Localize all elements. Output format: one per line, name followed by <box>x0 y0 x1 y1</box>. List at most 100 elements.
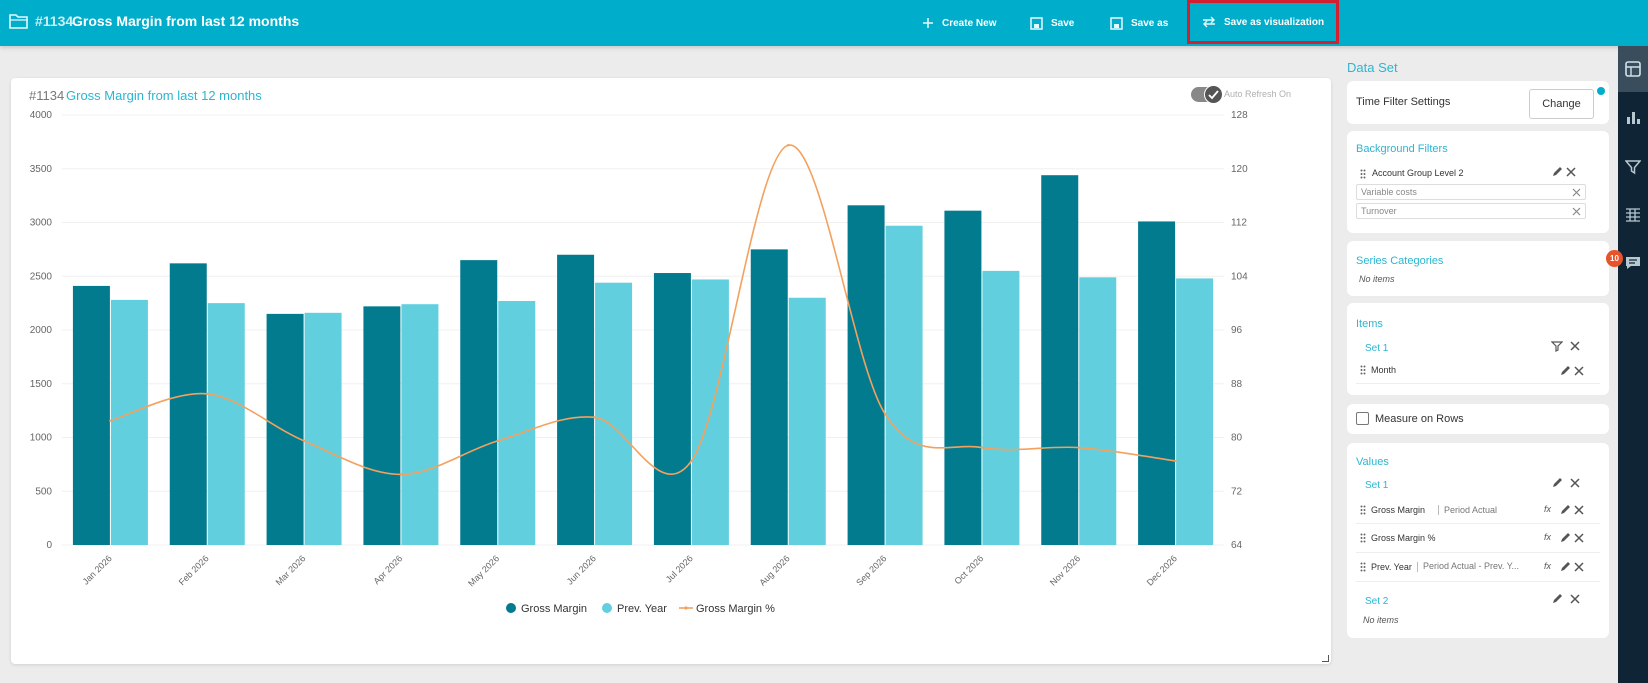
x-axis-tick-label: Dec 2026 <box>1145 553 1179 587</box>
plus-icon <box>923 18 933 28</box>
remove-chip-icon[interactable] <box>1572 188 1581 197</box>
y2-axis-tick-label: 88 <box>1231 379 1243 390</box>
auto-refresh-toggle[interactable] <box>1191 85 1223 104</box>
legend-marker <box>602 603 612 613</box>
x-axis-tick-label: Jul 2026 <box>664 553 695 584</box>
close-icon[interactable] <box>1569 477 1581 489</box>
x-axis-tick-label: May 2026 <box>466 553 501 588</box>
filter-tab[interactable] <box>1618 144 1648 190</box>
report-title: Gross Margin from last 12 months <box>72 13 300 29</box>
x-axis-tick-label: Sep 2026 <box>854 553 888 587</box>
formula-icon[interactable]: fx <box>1544 532 1552 542</box>
line-point <box>1174 459 1177 463</box>
close-icon[interactable] <box>1573 532 1585 544</box>
y-axis-tick-label: 3500 <box>30 164 53 175</box>
save-button[interactable]: Save <box>1030 0 1074 46</box>
background-filters-title: Background Filters <box>1356 143 1448 155</box>
chart-number: #1134 <box>29 88 65 103</box>
check-icon <box>1208 90 1219 100</box>
bar-gross-margin <box>460 260 498 545</box>
y2-axis-tick-label: 120 <box>1231 164 1248 175</box>
legend-label: Gross Margin <box>521 603 587 615</box>
y-axis-tick-label: 0 <box>46 540 52 551</box>
resize-handle[interactable] <box>1322 655 1329 662</box>
line-point <box>302 439 306 443</box>
toggle-knob <box>1204 85 1223 104</box>
y2-axis-tick-label: 128 <box>1231 110 1248 121</box>
bar-gross-margin <box>653 273 691 545</box>
filter-icon[interactable] <box>1551 340 1563 352</box>
swap-arrows-icon <box>1203 16 1215 28</box>
chip-label: Turnover <box>1361 206 1397 216</box>
close-icon[interactable] <box>1573 504 1585 516</box>
panel-title: Data Set <box>1347 60 1398 75</box>
legend-marker <box>506 603 516 613</box>
comments-tab[interactable] <box>1618 240 1648 286</box>
combo-chart: 0 500 1000 1500 2000 2500 3000 3500 4000 64 72 80 88… <box>30 110 1248 615</box>
value-separator <box>1417 562 1418 572</box>
bar-prev-year <box>304 312 342 545</box>
line-point <box>980 446 984 449</box>
edit-icon[interactable] <box>1551 166 1563 178</box>
drag-handle-icon[interactable] <box>1360 533 1366 543</box>
close-icon[interactable] <box>1565 166 1577 178</box>
table-tab[interactable] <box>1618 192 1648 238</box>
items-field-label: Month <box>1371 365 1397 375</box>
value-separator <box>1438 505 1439 515</box>
close-icon[interactable] <box>1569 340 1581 352</box>
close-icon[interactable] <box>1573 561 1585 573</box>
save-as-visualization-button[interactable]: Save as visualization <box>1187 0 1340 44</box>
background-filters-card: Background Filters Account Group Level 2… <box>1347 131 1609 233</box>
edit-icon[interactable] <box>1551 477 1563 489</box>
bar-prev-year <box>498 300 536 545</box>
series-categories-card: Series Categories No items <box>1347 241 1609 296</box>
bar-gross-margin <box>72 285 110 545</box>
save-as-icon <box>1110 16 1123 30</box>
bar-prev-year <box>1176 278 1214 545</box>
remove-chip-icon[interactable] <box>1572 207 1581 216</box>
chart-tab[interactable] <box>1618 94 1648 140</box>
formula-icon[interactable]: fx <box>1544 561 1552 571</box>
edit-icon[interactable] <box>1559 532 1571 544</box>
save-label: Save <box>1051 17 1075 29</box>
dataset-tab[interactable] <box>1618 46 1648 92</box>
edit-icon[interactable] <box>1559 504 1571 516</box>
values-card: Values Set 1 Gross Margin Period Actual … <box>1347 443 1609 638</box>
folder-icon[interactable] <box>9 12 29 30</box>
filter-field-label: Account Group Level 2 <box>1372 168 1464 178</box>
drag-handle-icon[interactable] <box>1360 505 1366 515</box>
divider <box>1356 523 1600 524</box>
bar-prev-year <box>1079 277 1117 545</box>
x-axis-tick-label: Apr 2026 <box>371 553 404 586</box>
comment-icon <box>1626 257 1640 269</box>
divider <box>1356 383 1600 384</box>
y-axis-tick-label: 2500 <box>30 271 53 282</box>
measure-on-rows-checkbox[interactable] <box>1356 412 1369 425</box>
line-point <box>787 144 790 147</box>
bar-gross-margin <box>266 313 304 545</box>
right-sidebar <box>1618 46 1648 683</box>
drag-handle-icon[interactable] <box>1360 169 1366 179</box>
close-icon[interactable] <box>1573 365 1585 377</box>
save-icon <box>1030 16 1043 30</box>
bar-prev-year <box>207 303 245 545</box>
x-axis-tick-label: Jan 2026 <box>81 553 114 586</box>
x-axis-tick-label: Nov 2026 <box>1048 553 1082 587</box>
line-point <box>206 392 209 396</box>
create-new-button[interactable]: Create New <box>922 0 996 46</box>
table-icon <box>1626 208 1640 222</box>
drag-handle-icon[interactable] <box>1360 365 1366 375</box>
bar-gross-margin <box>847 205 885 546</box>
line-point <box>399 473 403 476</box>
edit-icon[interactable] <box>1559 365 1571 377</box>
edit-icon[interactable] <box>1559 561 1571 573</box>
drag-handle-icon[interactable] <box>1360 562 1366 572</box>
close-icon[interactable] <box>1569 593 1581 605</box>
edit-icon[interactable] <box>1551 593 1563 605</box>
bar-gross-margin <box>557 254 595 545</box>
line-point <box>109 419 112 422</box>
save-as-button[interactable]: Save as <box>1110 0 1168 46</box>
formula-icon[interactable]: fx <box>1544 504 1552 514</box>
series-categories-empty: No items <box>1359 274 1395 284</box>
change-button[interactable]: Change <box>1529 89 1594 119</box>
